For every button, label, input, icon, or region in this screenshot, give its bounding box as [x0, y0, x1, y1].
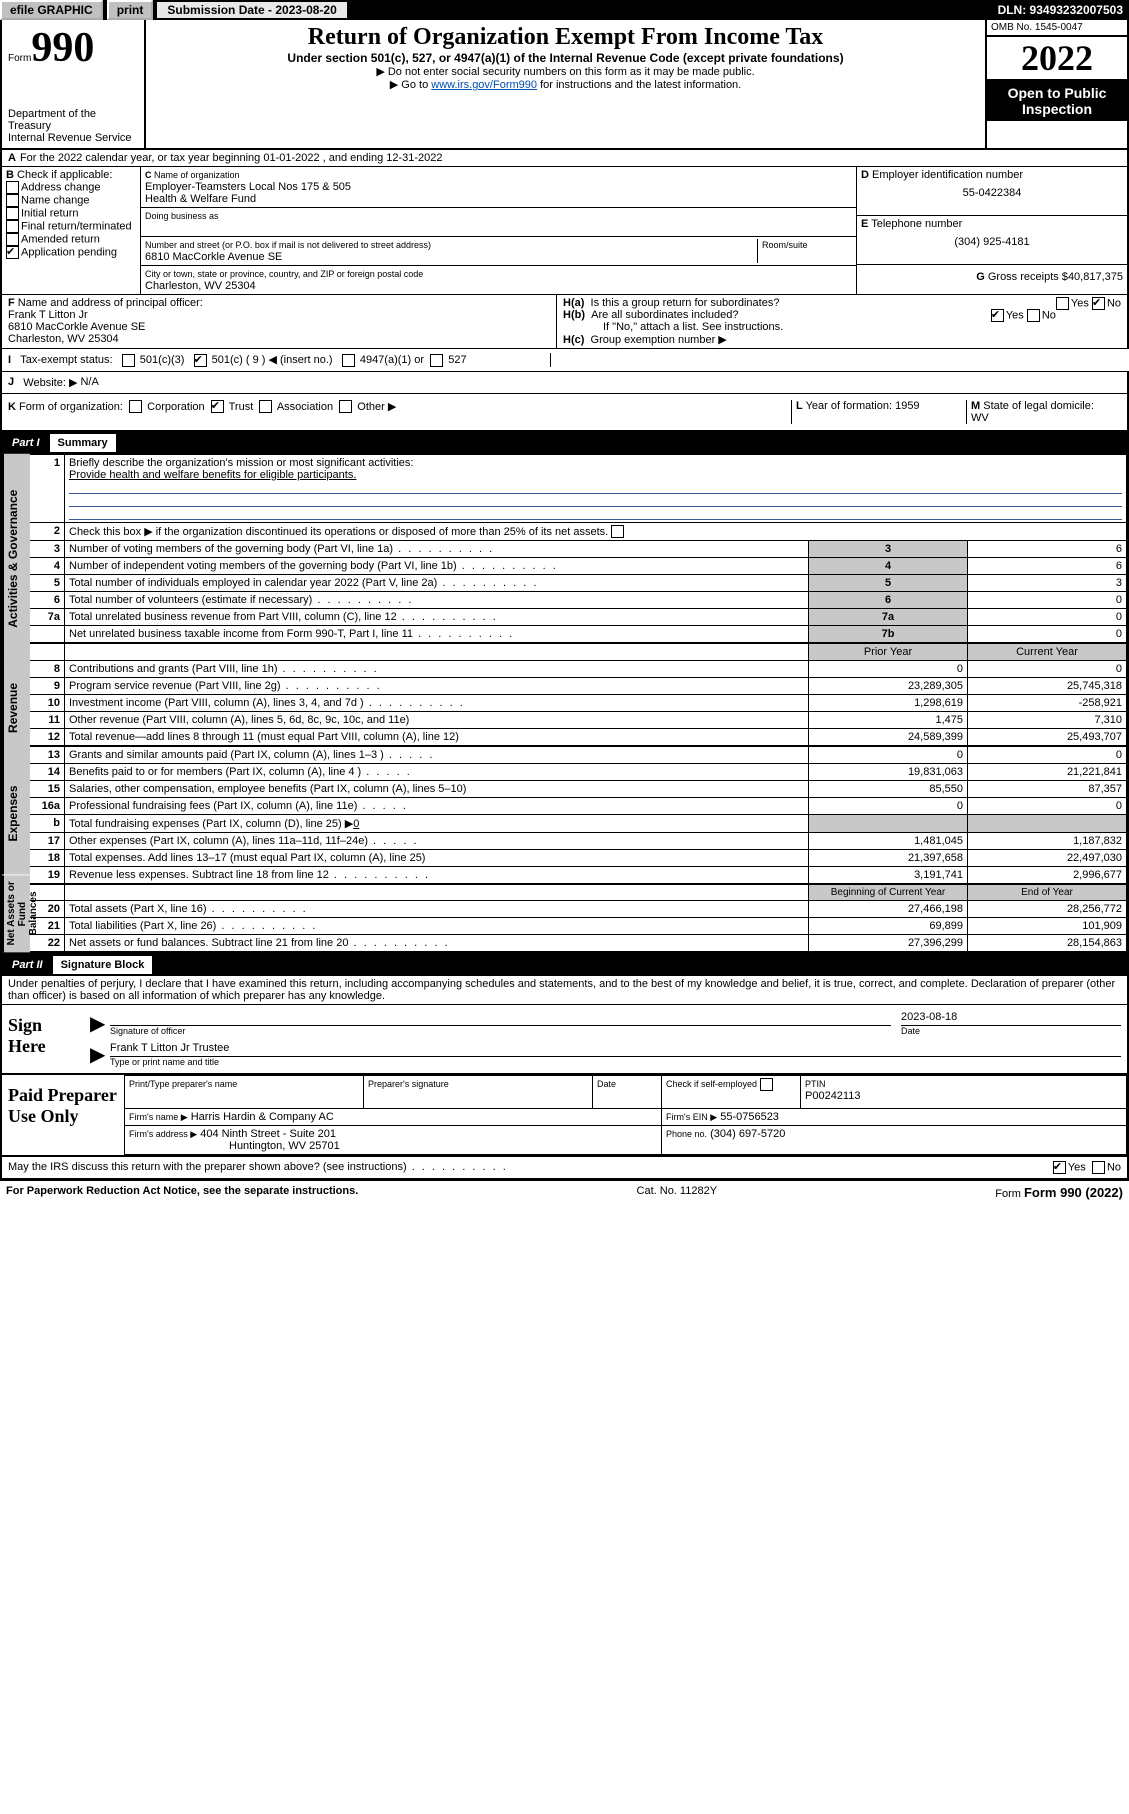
chk-app-pending[interactable]: Application pending: [6, 246, 136, 259]
chk-discontinued[interactable]: [611, 525, 624, 538]
ssn-warning: ▶ Do not enter social security numbers o…: [152, 65, 979, 78]
firm-ein: 55-0756523: [720, 1111, 779, 1123]
phone: (304) 925-4181: [861, 236, 1123, 248]
chk-501c3[interactable]: 501(c)(3): [122, 354, 185, 366]
hc-label: Group exemption number ▶: [591, 334, 727, 346]
v3: 6: [968, 541, 1127, 558]
hb-answer[interactable]: Yes No: [991, 309, 1056, 322]
v6: 0: [968, 592, 1127, 609]
print-button[interactable]: print: [107, 0, 154, 20]
firm-addr1: 404 Ninth Street - Suite 201: [200, 1128, 336, 1140]
form-subtitle: Under section 501(c), 527, or 4947(a)(1)…: [152, 51, 979, 65]
chk-address[interactable]: Address change: [6, 181, 136, 194]
entity-block: B Check if applicable: Address change Na…: [0, 167, 1129, 294]
website: N/A: [80, 376, 98, 389]
officer-block: F Name and address of principal officer:…: [0, 294, 1129, 348]
sign-here-block: Sign Here ▶ Signature of officer 2023-08…: [0, 1005, 1129, 1075]
vtab-activities: Activities & Governance: [2, 454, 30, 664]
form-header: Form990 Department of the Treasury Inter…: [0, 20, 1129, 150]
top-bar: efile GRAPHIC print Submission Date - 20…: [0, 0, 1129, 20]
ein-label: Employer identification number: [872, 169, 1023, 181]
officer-addr1: 6810 MacCorkle Avenue SE: [8, 321, 145, 333]
domicile: WV: [971, 412, 989, 424]
gross-receipts: 40,817,375: [1068, 271, 1123, 283]
tax-year: 2022: [987, 35, 1127, 81]
tax-year-line: For the 2022 calendar year, or tax year …: [20, 152, 443, 164]
klm-row: K Form of organization: Corporation Trus…: [0, 394, 1129, 432]
chk-initial[interactable]: Initial return: [6, 207, 136, 220]
col-prior: Prior Year: [809, 643, 968, 661]
chk-assoc[interactable]: Association: [259, 401, 333, 413]
city: Charleston, WV 25304: [145, 280, 256, 292]
chk-selfemp[interactable]: [760, 1078, 773, 1091]
firm-name: Harris Hardin & Company AC: [191, 1111, 334, 1123]
mission: Provide health and welfare benefits for …: [69, 469, 356, 481]
ptin: P00242113: [805, 1090, 860, 1102]
chk-amended[interactable]: Amended return: [6, 233, 136, 246]
dept-treasury: Department of the Treasury: [8, 108, 138, 132]
chk-other[interactable]: Other ▶: [339, 401, 396, 413]
irs-link[interactable]: www.irs.gov/Form990: [431, 79, 537, 91]
officer-addr2: Charleston, WV 25304: [8, 333, 119, 345]
chk-501c[interactable]: 501(c) ( 9 ) ◀ (insert no.): [194, 354, 333, 366]
vtab-netassets: Net Assets or Fund Balances: [2, 875, 30, 952]
chk-name[interactable]: Name change: [6, 194, 136, 207]
ha-answer[interactable]: Yes No: [1056, 297, 1121, 310]
section-a: AFor the 2022 calendar year, or tax year…: [0, 150, 1129, 167]
firm-phone: (304) 697-5720: [710, 1128, 785, 1140]
submission-date: Submission Date - 2023-08-20: [157, 2, 346, 18]
part1-body: Activities & Governance Revenue Expenses…: [0, 454, 1129, 955]
street: 6810 MacCorkle Avenue SE: [145, 251, 282, 263]
open-public: Open to Public Inspection: [987, 81, 1127, 121]
omb-number: OMB No. 1545-0047: [987, 20, 1127, 35]
page-footer: For Paperwork Reduction Act Notice, see …: [0, 1180, 1129, 1204]
part2-header: Part II Signature Block: [0, 954, 1129, 976]
discuss-answer[interactable]: Yes No: [1053, 1161, 1121, 1174]
v7b: 0: [968, 626, 1127, 644]
ein: 55-0422384: [861, 187, 1123, 199]
org-name-1: Employer-Teamsters Local Nos 175 & 505: [145, 181, 351, 193]
vtab-expenses: Expenses: [2, 753, 30, 875]
part1-header: Part I Summary: [0, 432, 1129, 454]
discuss-row: May the IRS discuss this return with the…: [0, 1157, 1129, 1180]
tax-status-row: I Tax-exempt status: 501(c)(3) 501(c) ( …: [0, 348, 1129, 371]
form-number: Form990: [8, 24, 138, 72]
website-row: J Website: ▶ N/A: [0, 371, 1129, 394]
efile-button[interactable]: efile GRAPHIC: [0, 0, 103, 20]
chk-4947[interactable]: 4947(a)(1) or: [342, 354, 424, 366]
dln: DLN: 93493232007503: [998, 3, 1129, 17]
phone-label: Telephone number: [871, 218, 962, 230]
vtab-revenue: Revenue: [2, 663, 30, 753]
hb-attach: If "No," attach a list. See instructions…: [563, 321, 1121, 333]
chk-527[interactable]: 527: [430, 354, 466, 366]
dba-label: Doing business as: [145, 211, 219, 221]
v7a: 0: [968, 609, 1127, 626]
declaration: Under penalties of perjury, I declare th…: [0, 976, 1129, 1005]
part1-table: 1 Briefly describe the organization's mi…: [30, 454, 1127, 953]
chk-final[interactable]: Final return/terminated: [6, 220, 136, 233]
b-label: Check if applicable:: [17, 169, 112, 181]
firm-addr2: Huntington, WV 25701: [229, 1140, 340, 1152]
paid-preparer-block: Paid Preparer Use Only Print/Type prepar…: [0, 1075, 1129, 1157]
col-current: Current Year: [968, 643, 1127, 661]
org-name-2: Health & Welfare Fund: [145, 193, 256, 205]
v4: 6: [968, 558, 1127, 575]
hb-label: Are all subordinates included?: [591, 309, 738, 321]
officer-print: Frank T Litton Jr Trustee: [110, 1042, 1121, 1057]
chk-trust[interactable]: Trust: [211, 401, 254, 413]
chk-corp[interactable]: Corporation: [129, 401, 205, 413]
year-formed: 1959: [895, 400, 919, 412]
v5: 3: [968, 575, 1127, 592]
print-label: print: [117, 3, 144, 17]
goto-line: ▶ Go to www.irs.gov/Form990 for instruct…: [152, 78, 979, 91]
ha-label: Is this a group return for subordinates?: [591, 297, 780, 309]
form-title: Return of Organization Exempt From Incom…: [152, 24, 979, 51]
efile-label: efile GRAPHIC: [10, 3, 93, 17]
irs-label: Internal Revenue Service: [8, 132, 138, 144]
sign-date: 2023-08-18: [901, 1011, 1121, 1026]
officer-name: Frank T Litton Jr: [8, 309, 88, 321]
